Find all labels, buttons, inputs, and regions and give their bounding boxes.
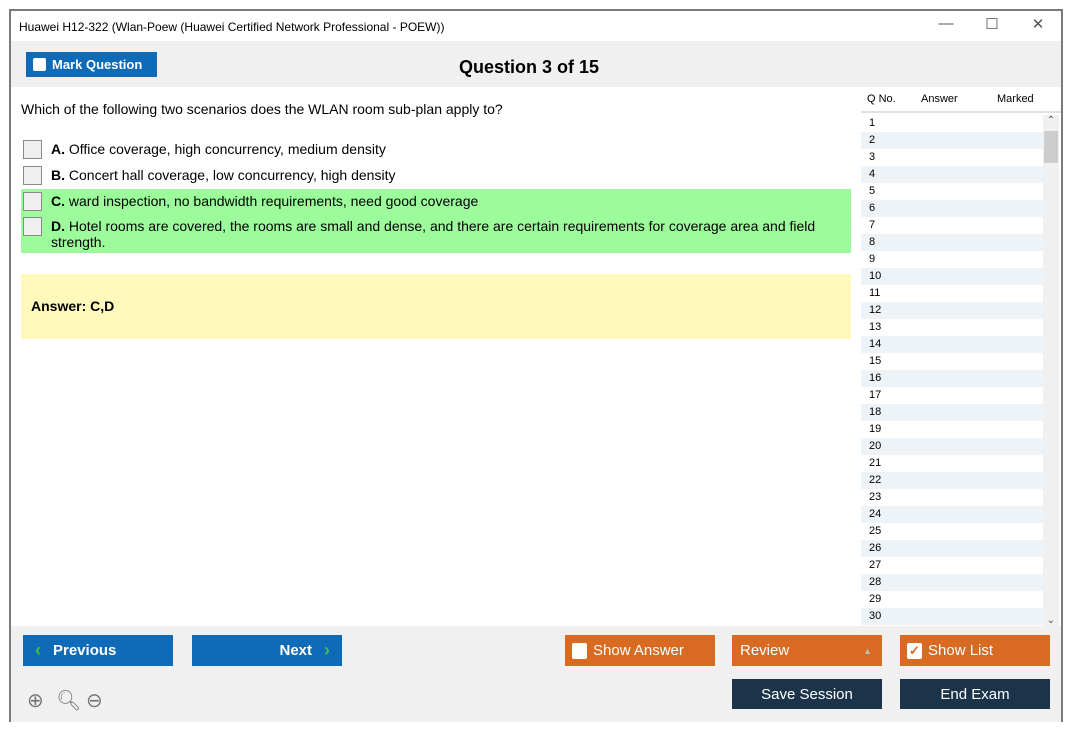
mark-question-label: Mark Question [52, 57, 143, 72]
previous-label: Previous [53, 642, 117, 659]
col-answer[interactable]: Answer [921, 93, 958, 105]
question-counter: Question 3 of 15 [459, 57, 600, 77]
option-a[interactable]: A. Office coverage, high concurrency, me… [21, 137, 851, 162]
list-header: Q No. Answer Marked [861, 87, 1061, 113]
save-session-button[interactable]: Save Session [732, 679, 882, 709]
option-letter: C. [51, 193, 65, 209]
mark-question-button[interactable]: Mark Question [26, 52, 157, 77]
list-row[interactable]: 29 [869, 593, 882, 605]
option-checkbox[interactable] [23, 166, 42, 185]
option-text: Concert hall coverage, low concurrency, … [68, 167, 396, 183]
list-row[interactable]: 7 [869, 219, 876, 231]
review-label: Review [740, 642, 790, 659]
chevron-right-icon: › [324, 640, 330, 660]
list-row[interactable]: 27 [869, 559, 882, 571]
option-checkbox[interactable] [23, 217, 42, 236]
footer-bar: ‹ Previous Next › Show Answer Review ▲ ✓ Sho… [11, 626, 1061, 722]
option-text: Hotel rooms are covered, the rooms are s… [51, 218, 816, 250]
app-window: Huawei H12-322 (Wlan-Poew (Huawei Certif… [9, 9, 1063, 722]
list-scrollbar[interactable]: ⌃ ⌄ [1043, 115, 1059, 626]
minimize-button[interactable]: — [938, 15, 954, 32]
option-c[interactable]: C. ward inspection, no bandwidth require… [21, 189, 851, 214]
list-row[interactable]: 8 [861, 234, 1043, 251]
list-row[interactable]: 21 [869, 457, 882, 469]
option-checkbox[interactable] [23, 192, 42, 211]
checkbox-icon[interactable] [572, 642, 587, 659]
list-row[interactable]: 14 [861, 336, 1043, 353]
list-row[interactable]: 24 [861, 506, 1043, 523]
list-rows: 1 2 3 4 5 6 7 8 9 10 11 12 13 14 15 16 17 18 19 20 21 22 23 24 2… [861, 115, 1043, 625]
list-row[interactable]: 17 [869, 389, 882, 401]
option-letter: B. [51, 167, 65, 183]
question-list: Q No. Answer Marked 1 2 3 4 5 6 7 8 9 10 11 12 13 14 1… [861, 87, 1061, 626]
list-row[interactable]: 10 [861, 268, 1043, 285]
next-label: Next [279, 642, 312, 659]
option-text: Office coverage, high concurrency, mediu… [68, 141, 386, 157]
show-answer-label: Show Answer [593, 642, 684, 659]
list-row[interactable]: 22 [861, 472, 1043, 489]
header-bar: Mark Question Question 3 of 15 [11, 41, 1061, 87]
list-row[interactable]: 11 [869, 287, 881, 299]
option-d[interactable]: D. Hotel rooms are covered, the rooms ar… [21, 214, 851, 253]
list-row[interactable]: 19 [869, 423, 882, 435]
list-row[interactable]: 13 [869, 321, 882, 333]
question-text: Which of the following two scenarios doe… [21, 101, 503, 117]
checkbox-checked-icon[interactable]: ✓ [907, 642, 922, 659]
scroll-down-icon[interactable]: ⌄ [1046, 615, 1056, 626]
next-button[interactable]: Next › [192, 635, 342, 666]
answer-box: Answer: C,D [21, 274, 851, 339]
list-row[interactable]: 18 [861, 404, 1043, 421]
list-row[interactable]: 25 [869, 525, 882, 537]
close-button[interactable]: ✕ [1031, 16, 1045, 33]
show-list-label: Show List [928, 642, 994, 659]
scroll-thumb[interactable] [1044, 131, 1058, 163]
zoom-reset-icon[interactable]: 🔍︎ [56, 690, 82, 712]
list-row[interactable]: 26 [861, 540, 1043, 557]
list-row[interactable]: 23 [869, 491, 882, 503]
zoom-out-icon[interactable]: ⊖ [86, 690, 103, 712]
end-exam-button[interactable]: End Exam [900, 679, 1050, 709]
question-panel: Which of the following two scenarios doe… [11, 87, 861, 626]
list-row[interactable]: 12 [861, 302, 1043, 319]
option-letter: D. [51, 218, 65, 234]
list-row[interactable]: 2 [861, 132, 1043, 149]
previous-button[interactable]: ‹ Previous [23, 635, 173, 666]
maximize-button[interactable]: ☐ [985, 16, 999, 33]
col-qno[interactable]: Q No. [867, 93, 896, 105]
checkbox-icon [33, 58, 46, 71]
list-row[interactable]: 5 [869, 185, 876, 197]
list-row[interactable]: 9 [869, 253, 876, 265]
window-title: Huawei H12-322 (Wlan-Poew (Huawei Certif… [19, 20, 445, 34]
list-row[interactable]: 15 [869, 355, 882, 367]
caret-up-icon: ▲ [863, 645, 872, 656]
show-answer-button[interactable]: Show Answer [565, 635, 715, 666]
zoom-in-icon[interactable]: ⊕ [27, 690, 44, 712]
scroll-up-icon[interactable]: ⌃ [1046, 115, 1056, 126]
show-list-button[interactable]: ✓ Show List [900, 635, 1050, 666]
list-row[interactable]: 6 [861, 200, 1043, 217]
list-row[interactable]: 3 [869, 151, 876, 163]
list-row[interactable]: 1 [869, 117, 876, 129]
review-button[interactable]: Review ▲ [732, 635, 882, 666]
option-letter: A. [51, 141, 65, 157]
option-text: ward inspection, no bandwidth requiremen… [68, 193, 479, 209]
list-row[interactable]: 4 [861, 166, 1043, 183]
title-bar: Huawei H12-322 (Wlan-Poew (Huawei Certif… [11, 11, 1061, 41]
option-b[interactable]: B. Concert hall coverage, low concurrenc… [21, 163, 851, 188]
list-row[interactable]: 30 [861, 608, 1043, 625]
col-marked[interactable]: Marked [997, 93, 1034, 105]
list-row[interactable]: 16 [861, 370, 1043, 387]
option-checkbox[interactable] [23, 140, 42, 159]
list-row[interactable]: 20 [861, 438, 1043, 455]
chevron-left-icon: ‹ [35, 640, 41, 660]
list-row[interactable]: 28 [861, 574, 1043, 591]
